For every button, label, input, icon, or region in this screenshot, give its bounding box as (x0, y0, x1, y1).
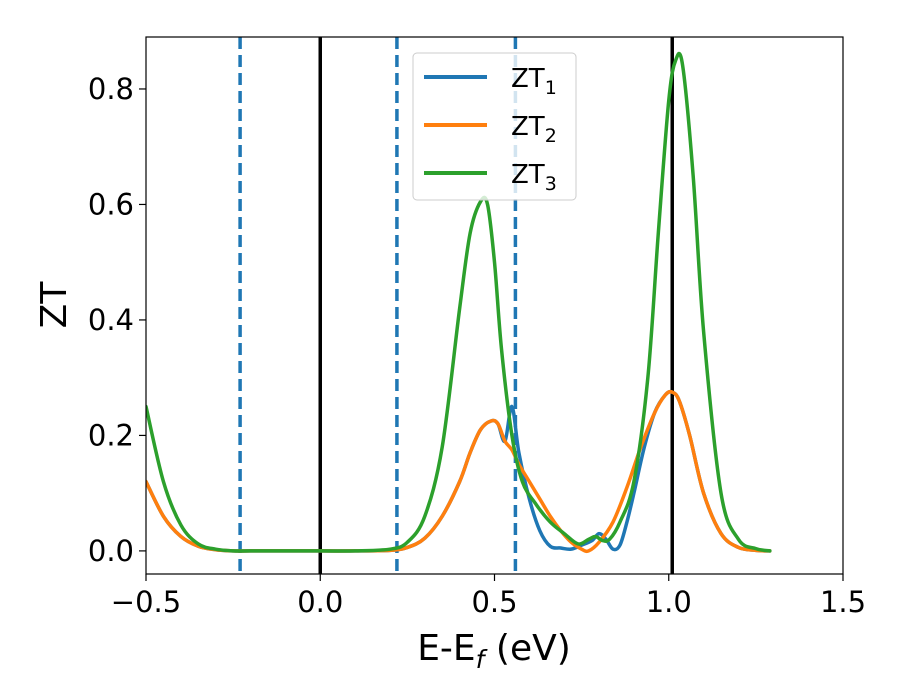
y-tick-label: 0.2 (88, 418, 134, 452)
y-tick-label: 0.4 (88, 303, 134, 337)
y-axis: 0.0 0.2 0.4 0.6 0.8 (88, 72, 146, 568)
y-tick-label: 0.0 (88, 534, 134, 568)
y-axis-title: ZT (34, 281, 75, 329)
legend-label-zt1: ZT1 (511, 64, 557, 99)
x-axis-title: E-Ef (eV) (417, 628, 571, 674)
x-tick-label: 0.0 (297, 585, 343, 619)
series-lines (146, 51, 772, 554)
x-tick-label: −0.5 (111, 585, 181, 619)
legend-label-zt3: ZT3 (511, 160, 557, 195)
x-axis-title-base: E-E (417, 628, 475, 669)
series-line-zt3 (146, 51, 772, 553)
legend-box (412, 52, 577, 201)
y-tick-label: 0.6 (88, 187, 134, 221)
legend-label-zt2: ZT2 (511, 112, 557, 147)
x-axis-title-rest: (eV) (484, 628, 570, 669)
y-tick-label: 0.8 (88, 72, 134, 106)
x-tick-label: 0.5 (471, 585, 517, 619)
x-axis: −0.5 0.0 0.5 1.0 1.5 (111, 574, 866, 619)
legend: ZT1 ZT2 ZT3 (412, 52, 577, 201)
reference-lines (238, 37, 674, 574)
x-tick-label: 1.5 (820, 585, 866, 619)
x-tick-label: 1.0 (646, 585, 692, 619)
